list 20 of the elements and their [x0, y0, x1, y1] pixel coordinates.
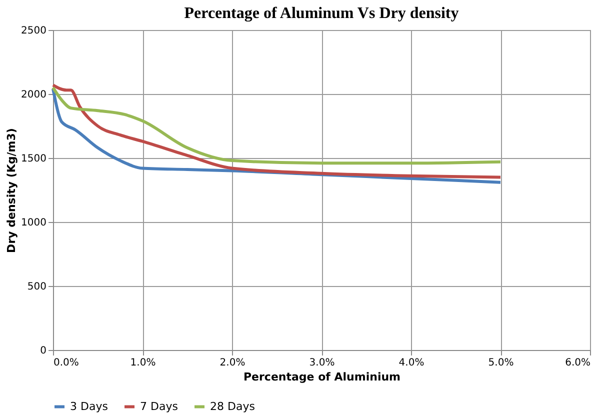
y-tick-label: 2000: [21, 90, 46, 100]
y-tick-label: 0: [40, 346, 46, 356]
legend-label: 28 Days: [210, 400, 256, 413]
legend-label: 7 Days: [140, 400, 178, 413]
y-axis-title: Dry density (Kg/m3): [5, 128, 18, 253]
chart-title: Percentage of Aluminum Vs Dry density: [184, 5, 459, 22]
line-series: [52, 86, 502, 165]
y-tick-label: 500: [27, 282, 46, 292]
x-tick-label: 5.0%: [488, 358, 514, 368]
legend-label: 3 Days: [70, 400, 108, 413]
x-tick-label: 0.0%: [54, 358, 79, 368]
x-tick-label: 3.0%: [309, 358, 335, 368]
x-tick-label: 2.0%: [220, 358, 246, 368]
x-tick-label: 6.0%: [565, 358, 590, 368]
y-tick-label: 1500: [21, 154, 46, 164]
y-tick-label: 2500: [21, 26, 46, 36]
y-tick-label: 1000: [21, 218, 46, 228]
x-tick-label: 1.0%: [130, 358, 156, 368]
x-axis-title: Percentage of Aluminium: [243, 370, 401, 384]
x-tick-label: 4.0%: [398, 358, 424, 368]
